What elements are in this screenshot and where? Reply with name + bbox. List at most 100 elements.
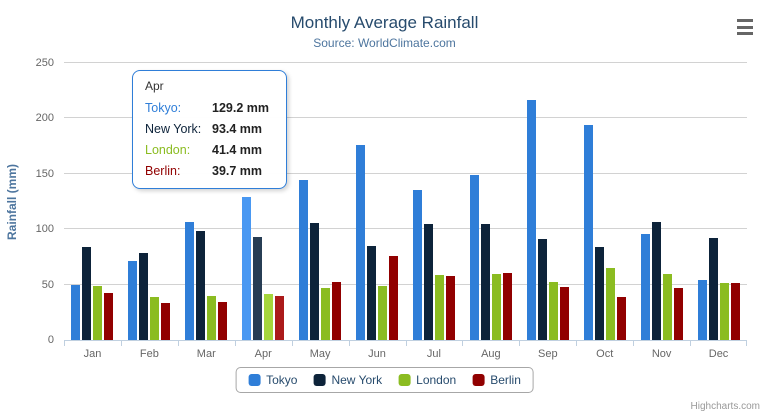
credits-link[interactable]: Highcharts.com	[690, 401, 760, 412]
bar-tokyo-may[interactable]	[299, 180, 309, 340]
bar-tokyo-oct[interactable]	[583, 124, 593, 340]
legend-item-london[interactable]: London	[398, 373, 456, 387]
plot-area	[64, 62, 747, 346]
bar-new-york-sep[interactable]	[537, 238, 547, 340]
bar-tokyo-dec[interactable]	[697, 279, 707, 340]
legend-swatch	[248, 374, 261, 386]
bar-tokyo-aug[interactable]	[469, 175, 479, 340]
x-tick-label: Dec	[708, 348, 729, 360]
x-tick-label: Mar	[196, 348, 216, 360]
bar-new-york-nov[interactable]	[651, 221, 661, 340]
menu-bar	[737, 19, 753, 22]
gridline-100	[64, 228, 747, 230]
bar-london-jan[interactable]	[93, 285, 103, 340]
x-axis-tick	[519, 340, 521, 346]
bar-berlin-aug[interactable]	[502, 273, 512, 340]
gridline-200	[64, 117, 747, 119]
legend-item-berlin[interactable]: Berlin	[472, 373, 521, 387]
bar-berlin-feb[interactable]	[161, 303, 171, 340]
x-axis-tick	[405, 340, 407, 346]
bar-berlin-sep[interactable]	[559, 287, 569, 340]
bar-london-apr[interactable]	[264, 294, 274, 340]
x-axis-tick	[177, 340, 179, 346]
x-axis-line	[64, 340, 747, 341]
y-tick-label: 150	[35, 167, 54, 180]
x-axis-tick	[291, 340, 293, 346]
x-tick-label: Jan	[83, 348, 102, 360]
legend-label: Berlin	[490, 373, 521, 387]
legend-label: London	[416, 373, 457, 387]
bar-new-york-aug[interactable]	[480, 224, 490, 340]
gridline-50	[64, 283, 747, 285]
bar-berlin-dec[interactable]	[730, 283, 740, 340]
bar-new-york-feb[interactable]	[139, 252, 149, 340]
bar-berlin-jan[interactable]	[104, 293, 114, 340]
bar-london-mar[interactable]	[207, 296, 217, 340]
y-tick-label: 50	[41, 278, 54, 291]
bar-london-dec[interactable]	[719, 283, 729, 340]
bar-new-york-dec[interactable]	[708, 237, 718, 340]
bar-berlin-jun[interactable]	[389, 256, 399, 340]
bar-tokyo-sep[interactable]	[526, 100, 536, 340]
bar-london-jul[interactable]	[434, 274, 444, 340]
bar-new-york-mar[interactable]	[196, 230, 206, 340]
bar-london-oct[interactable]	[605, 267, 615, 340]
x-tick-label: Jun	[368, 348, 386, 360]
bar-new-york-jun[interactable]	[367, 246, 377, 340]
bar-new-york-jul[interactable]	[423, 223, 433, 340]
bar-new-york-apr[interactable]	[253, 236, 263, 340]
x-axis-tick	[64, 340, 65, 346]
x-axis-tick	[576, 340, 578, 346]
bar-london-may[interactable]	[321, 287, 331, 340]
y-tick-label: 200	[35, 112, 54, 125]
bar-london-nov[interactable]	[662, 274, 672, 340]
bar-berlin-nov[interactable]	[673, 288, 683, 340]
x-tick-label: Jul	[426, 348, 441, 360]
bar-new-york-jan[interactable]	[82, 247, 92, 340]
bar-london-feb[interactable]	[150, 297, 160, 340]
y-tick-label: 100	[35, 223, 54, 236]
legend: Tokyo New York London Berlin	[235, 367, 534, 393]
x-axis-tick	[746, 340, 747, 346]
x-axis-tick	[633, 340, 635, 346]
bar-tokyo-feb[interactable]	[128, 260, 138, 340]
legend-label: New York	[331, 373, 383, 387]
x-tick-label: Sep	[537, 348, 558, 360]
x-axis-tick	[234, 340, 236, 346]
bar-tokyo-nov[interactable]	[640, 234, 650, 340]
bar-tokyo-jan[interactable]	[71, 284, 81, 340]
legend-swatch	[398, 374, 411, 386]
bar-new-york-oct[interactable]	[594, 247, 604, 340]
legend-item-new-york[interactable]: New York	[313, 373, 382, 387]
y-tick-label: 0	[47, 334, 54, 346]
x-axis-tick	[348, 340, 350, 346]
bar-tokyo-apr[interactable]	[242, 196, 252, 340]
bar-london-aug[interactable]	[491, 273, 501, 340]
chart-subtitle: Source: WorldClimate.com	[313, 36, 456, 50]
x-tick-label: Apr	[254, 348, 272, 360]
bar-berlin-apr[interactable]	[275, 296, 285, 340]
bar-berlin-oct[interactable]	[616, 296, 626, 340]
x-tick-label: Aug	[481, 348, 501, 360]
context-menu-icon[interactable]	[735, 19, 755, 35]
legend-swatch	[313, 374, 326, 386]
bar-tokyo-jun[interactable]	[356, 145, 366, 340]
bar-tokyo-jul[interactable]	[412, 189, 422, 340]
bar-london-sep[interactable]	[548, 281, 558, 340]
x-tick-label: May	[309, 348, 331, 360]
bar-new-york-may[interactable]	[310, 222, 320, 340]
x-axis-tick	[120, 340, 122, 346]
bar-tokyo-mar[interactable]	[185, 222, 195, 340]
bar-berlin-jul[interactable]	[445, 276, 455, 340]
menu-bar	[737, 32, 753, 35]
bar-berlin-mar[interactable]	[218, 301, 228, 340]
x-axis-tick	[462, 340, 464, 346]
x-tick-label: Feb	[139, 348, 159, 360]
gridline-150	[64, 172, 747, 174]
legend-item-tokyo[interactable]: Tokyo	[248, 373, 297, 387]
y-tick-label: 250	[35, 57, 54, 69]
bar-berlin-may[interactable]	[332, 281, 342, 340]
bar-london-jun[interactable]	[378, 286, 388, 340]
x-axis-tick	[690, 340, 692, 346]
